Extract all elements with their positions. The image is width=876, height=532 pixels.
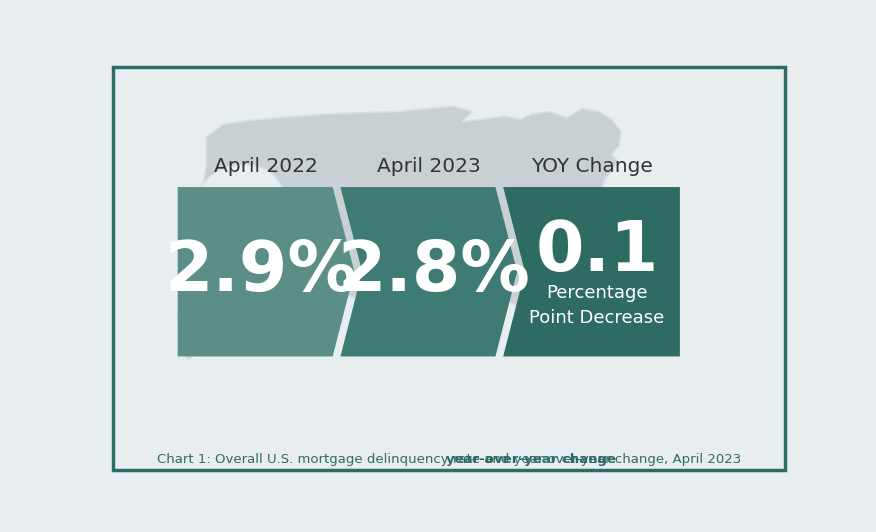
Polygon shape bbox=[178, 106, 621, 360]
Text: 2.8%: 2.8% bbox=[338, 238, 531, 305]
Text: April 2023: April 2023 bbox=[377, 157, 481, 176]
Text: 0.1: 0.1 bbox=[535, 218, 659, 285]
Text: YOY Change: YOY Change bbox=[531, 157, 653, 176]
Polygon shape bbox=[178, 187, 355, 356]
Polygon shape bbox=[503, 187, 680, 356]
Polygon shape bbox=[341, 187, 517, 356]
Text: Percentage
Point Decrease: Percentage Point Decrease bbox=[529, 284, 665, 327]
Text: year-over-year change: year-over-year change bbox=[446, 453, 616, 466]
FancyBboxPatch shape bbox=[113, 67, 785, 470]
Text: 2.9%: 2.9% bbox=[164, 238, 357, 305]
Text: April 2022: April 2022 bbox=[214, 157, 318, 176]
Text: Chart 1: Overall U.S. mortgage delinquency rate and year-over-year change, April: Chart 1: Overall U.S. mortgage delinquen… bbox=[157, 453, 741, 466]
